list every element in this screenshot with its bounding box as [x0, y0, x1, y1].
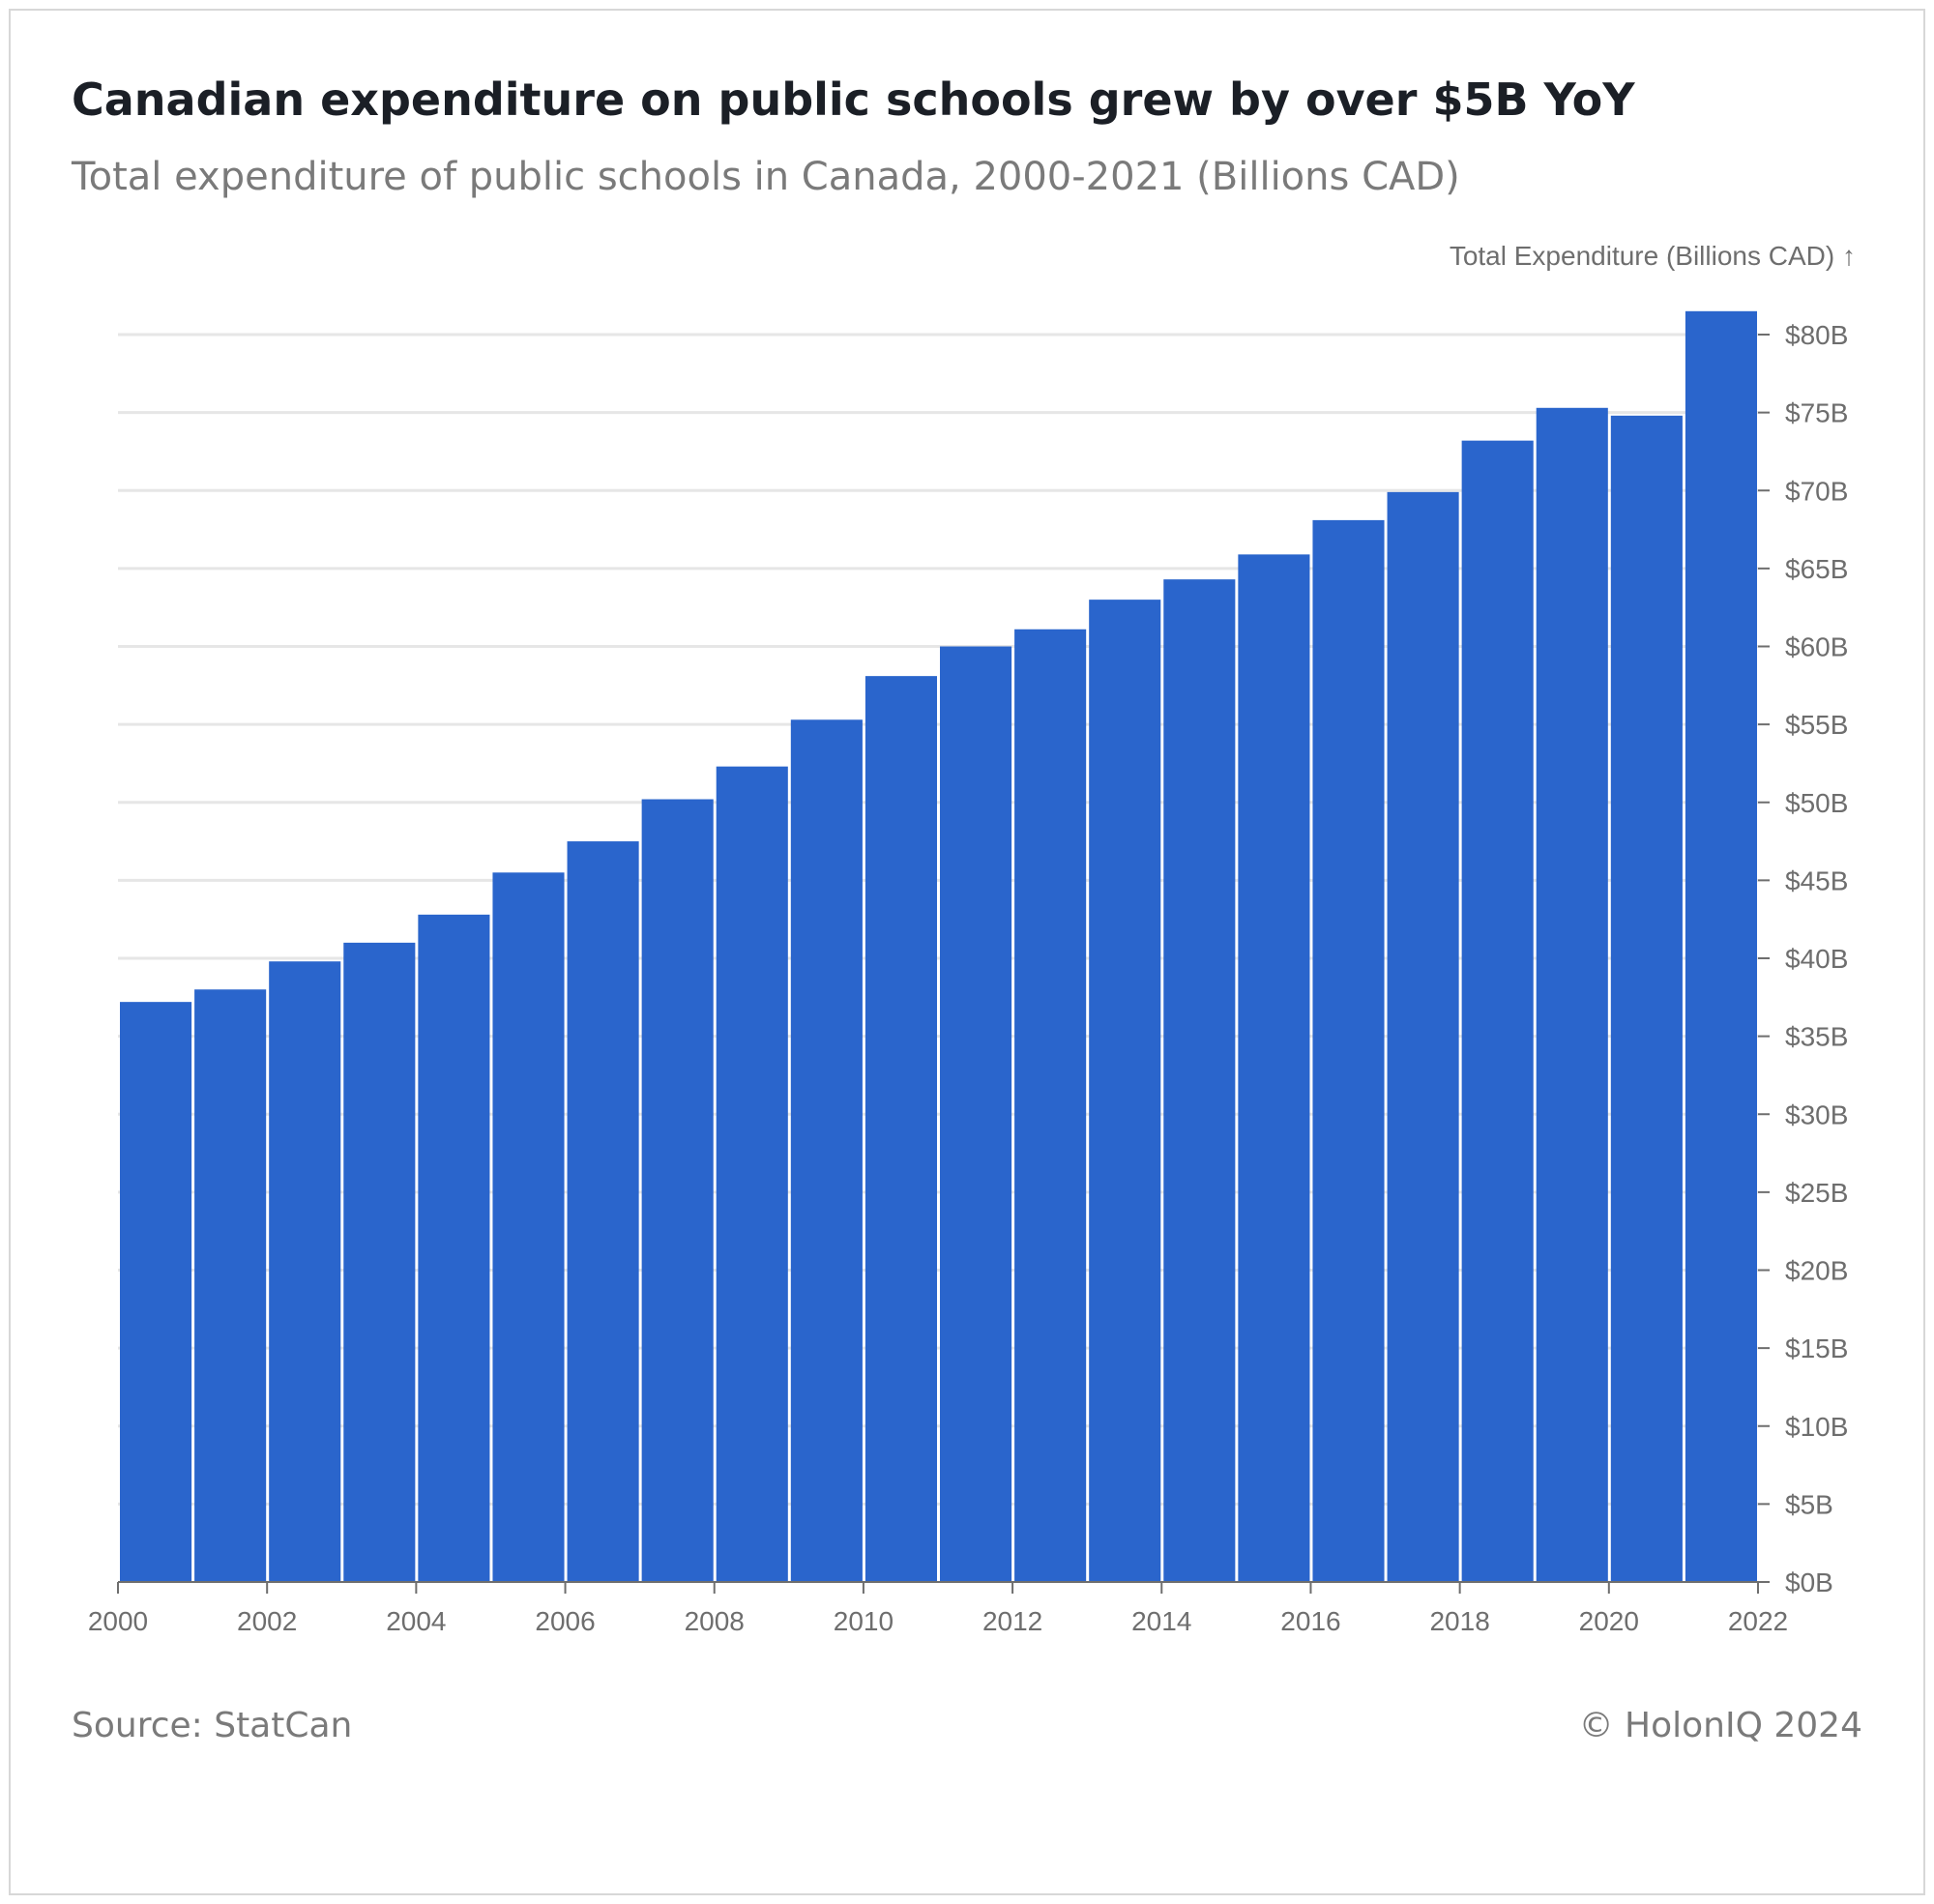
bars: [120, 310, 1757, 1583]
copyright-note: © HolonIQ 2024: [1578, 1706, 1862, 1745]
y-tick-label: $45B: [1785, 865, 1848, 895]
bar: [1238, 554, 1310, 1582]
x-tick-label: 2014: [1131, 1606, 1191, 1636]
y-tick-label: $20B: [1785, 1256, 1848, 1286]
bar: [1163, 579, 1236, 1582]
y-tick-label: $5B: [1785, 1489, 1833, 1519]
bar: [492, 872, 565, 1582]
x-tick-label: 2000: [88, 1606, 148, 1636]
bar: [864, 676, 937, 1582]
bar: [1685, 310, 1757, 1582]
x-tick-label: 2016: [1280, 1606, 1340, 1636]
bar: [1536, 407, 1608, 1583]
bar: [716, 766, 788, 1582]
y-tick-label: $60B: [1785, 632, 1848, 662]
chart-subtitle: Total expenditure of public schools in C…: [72, 155, 1460, 199]
x-tick-label: 2010: [834, 1606, 894, 1636]
bar: [1089, 600, 1161, 1582]
y-axis: $0B $5B $10B $15B $20B $25B $30B $35B $40B $45B $5…: [1758, 320, 1848, 1597]
bar: [1461, 440, 1534, 1582]
x-axis: 2000 2002 2004 2006 2008 2010 2012 2014 2016 2018…: [88, 1581, 1788, 1636]
y-tick-label: $25B: [1785, 1178, 1848, 1208]
chart-title: Canadian expenditure on public schools g…: [72, 73, 1635, 126]
x-tick-label: 2006: [535, 1606, 595, 1636]
bar: [1610, 415, 1683, 1583]
x-tick-label: 2002: [237, 1606, 297, 1636]
bar: [120, 1002, 192, 1582]
y-tick-label: $65B: [1785, 554, 1848, 584]
source-note: Source: StatCan: [72, 1706, 353, 1745]
x-tick-label: 2004: [386, 1606, 446, 1636]
y-tick-label: $40B: [1785, 944, 1848, 974]
x-tick-label: 2012: [982, 1606, 1042, 1636]
bar: [1014, 629, 1087, 1582]
bar: [1387, 491, 1459, 1582]
y-tick-label: $0B: [1785, 1567, 1833, 1597]
bar: [269, 961, 341, 1582]
bar: [567, 841, 639, 1582]
x-tick-label: 2020: [1579, 1606, 1639, 1636]
y-tick-label: $30B: [1785, 1099, 1848, 1129]
y-tick-label: $15B: [1785, 1333, 1848, 1363]
y-tick-label: $75B: [1785, 398, 1848, 428]
bar: [194, 989, 267, 1582]
x-tick-label: 2022: [1728, 1606, 1788, 1636]
y-tick-label: $50B: [1785, 788, 1848, 818]
bar: [1312, 519, 1385, 1583]
bar: [418, 914, 490, 1582]
y-tick-label: $80B: [1785, 320, 1848, 350]
x-tick-label: 2018: [1429, 1606, 1489, 1636]
y-tick-label: $70B: [1785, 476, 1848, 506]
y-tick-label: $35B: [1785, 1022, 1848, 1052]
y-axis-title: Total Expenditure (Billions CAD) ↑: [1450, 241, 1856, 271]
bar: [790, 719, 863, 1582]
bar: [343, 942, 416, 1582]
bar: [940, 646, 1012, 1582]
x-tick-label: 2008: [685, 1606, 745, 1636]
y-tick-label: $10B: [1785, 1412, 1848, 1442]
bar: [641, 799, 714, 1582]
y-tick-label: $55B: [1785, 710, 1848, 740]
